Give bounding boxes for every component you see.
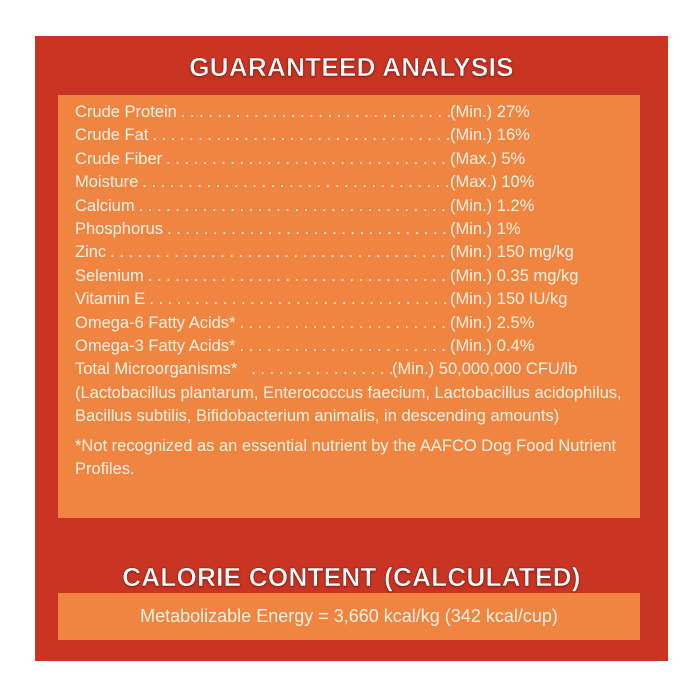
dot-leader (235, 312, 450, 335)
nutrient-label: Crude Protein (75, 103, 177, 121)
basis: (Min.) (450, 313, 493, 332)
analysis-row: Selenium (Min.) 0.35 mg/kg (75, 265, 635, 288)
basis: (Min.) (450, 126, 493, 145)
nutrient-value: (Min.) 16% (450, 124, 530, 147)
microorganisms-detail: (Lactobacillus plantarum, Enterococcus f… (75, 383, 622, 426)
metabolizable-energy: Metabolizable Energy = 3,660 kcal/kg (34… (58, 593, 640, 640)
nutrient-value: (Min.) 0.35 mg/kg (450, 265, 578, 288)
nutrient-value: (Max.) 5% (450, 148, 525, 171)
guaranteed-analysis-title: GUARANTEED ANALYSIS (189, 52, 514, 83)
amount: 5% (501, 149, 526, 168)
dot-leader (145, 288, 450, 311)
analysis-row: Crude Fiber (Max.) 5% (75, 148, 635, 171)
nutrient-label: Selenium (75, 266, 144, 285)
basis: (Min.) (450, 220, 493, 239)
basis: (Max.) (450, 173, 497, 192)
nutrient-value: (Max.) 10% (450, 171, 534, 194)
nutrient-label: Zinc (75, 243, 107, 262)
basis: (Min.) (450, 196, 493, 215)
dot-leader (148, 124, 450, 147)
basis: (Min.) (450, 337, 493, 356)
dot-leader (237, 358, 392, 381)
analysis-row: Vitamin E (Min.) 150 IU/kg (75, 288, 635, 311)
basis: (Min.) (450, 266, 493, 285)
basis: (Min.) (450, 243, 493, 262)
nutrient-value: (Min.) 0.4% (450, 335, 534, 358)
analysis-row: Crude Protein (Min.) 27% (75, 101, 635, 124)
basis: (Max.) (450, 149, 497, 168)
basis: (Min.) (392, 360, 435, 379)
analysis-row: Omega-6 Fatty Acids* (Min.) 2.5% (75, 312, 635, 335)
nutrient-label: Calcium (75, 196, 135, 215)
analysis-row: Omega-3 Fatty Acids* (Min.) 0.4% (75, 335, 635, 358)
analysis-row: Total Microorganisms* (Min.) 50,000,000 C… (75, 358, 635, 381)
amount: 150 IU/kg (496, 290, 568, 309)
nutrition-panel: GUARANTEED ANALYSIS Crude Protein (Min.) … (35, 36, 668, 661)
amount: 27% (496, 103, 530, 121)
dot-leader (163, 218, 450, 241)
nutrient-label: Omega-3 Fatty Acids* (75, 337, 236, 356)
analysis-row: Crude Fat (Min.) 16% (75, 124, 635, 147)
analysis-row: Calcium (Min.) 1.2% (75, 195, 635, 218)
dot-leader (235, 335, 450, 358)
amount: 2.5% (496, 313, 535, 332)
nutrient-value: (Min.) 1.2% (450, 195, 534, 218)
nutrient-value: (Min.) 150 IU/kg (450, 288, 567, 311)
dot-leader (162, 148, 450, 171)
nutrient-value: (Min.) 27% (450, 101, 530, 124)
nutrient-value: (Min.) 1% (450, 218, 521, 241)
guaranteed-analysis-box: Crude Protein (Min.) 27% Crude Fat (Min.) 1… (58, 95, 640, 518)
amount: 16% (496, 126, 530, 145)
dot-leader (138, 171, 450, 194)
basis: (Min.) (450, 103, 493, 121)
analysis-row: Zinc (Min.) 150 mg/kg (75, 241, 635, 264)
nutrient-value: (Min.) 50,000,000 CFU/lb (392, 358, 577, 381)
nutrient-label: Phosphorus (75, 220, 164, 239)
amount: 0.4% (496, 337, 535, 356)
nutrient-label: Moisture (75, 173, 139, 192)
dot-leader (106, 241, 450, 264)
nutrient-value: (Min.) 2.5% (450, 312, 534, 335)
dot-leader (144, 265, 450, 288)
nutrient-value: (Min.) 150 mg/kg (450, 241, 574, 264)
nutrient-label: Crude Fiber (75, 149, 163, 168)
nutrient-label: Total Microorganisms* (75, 360, 238, 379)
nutrient-label: Crude Fat (75, 126, 149, 145)
dot-leader (177, 101, 450, 124)
analysis-list: Crude Protein (Min.) 27% Crude Fat (Min.) 1… (75, 101, 635, 482)
analysis-row: Phosphorus (Min.) 1% (75, 218, 635, 241)
dot-leader (135, 195, 450, 218)
amount: 10% (501, 173, 535, 192)
calorie-content-title: CALORIE CONTENT (CALCULATED) (122, 562, 581, 593)
amount: 1.2% (496, 196, 535, 215)
amount: 50,000,000 CFU/lb (438, 360, 578, 379)
analysis-row: Moisture (Max.) 10% (75, 171, 635, 194)
amount: 0.35 mg/kg (496, 266, 579, 285)
nutrient-label: Omega-6 Fatty Acids* (75, 313, 236, 332)
amount: 1% (496, 220, 521, 239)
nutrient-label: Vitamin E (75, 290, 146, 309)
basis: (Min.) (450, 290, 493, 309)
footnote: *Not recognized as an essential nutrient… (75, 436, 617, 479)
amount: 150 mg/kg (496, 243, 574, 262)
